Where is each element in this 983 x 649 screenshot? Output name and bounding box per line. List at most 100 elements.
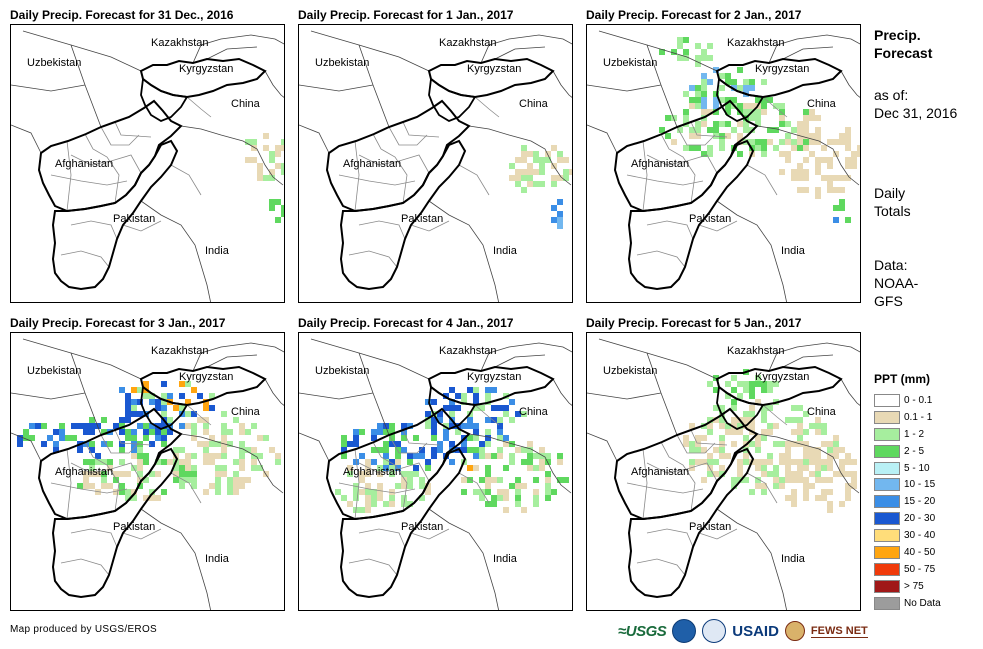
precip-cell (839, 205, 845, 211)
precip-cell (149, 495, 155, 501)
country-boundary (840, 378, 860, 406)
precip-cell (677, 37, 683, 43)
province-boundary (338, 482, 416, 494)
precip-cell (791, 459, 797, 465)
precip-cell (779, 151, 785, 157)
precip-cell (815, 169, 821, 175)
precip-cell (467, 423, 473, 429)
panel-title-1: Daily Precip. Forecast for 31 Dec., 2016 (10, 8, 234, 22)
precip-cell (443, 405, 449, 411)
precip-cell (161, 399, 167, 405)
precip-cell (713, 459, 719, 465)
precip-cell (731, 429, 737, 435)
precip-cell (755, 447, 761, 453)
precip-cell (773, 441, 779, 447)
country-boundary (180, 433, 284, 494)
precip-cell (797, 169, 803, 175)
precip-cell (731, 477, 737, 483)
precip-cell (725, 423, 731, 429)
precip-cell (803, 145, 809, 151)
precip-cell (131, 387, 137, 393)
precip-cell (365, 471, 371, 477)
precip-cell (161, 441, 167, 447)
precip-cell (113, 471, 119, 477)
precip-cell (125, 399, 131, 405)
province-boundary (636, 558, 686, 576)
precip-cell (119, 483, 125, 489)
precip-cell (275, 151, 281, 157)
country-boundary (768, 342, 860, 372)
precip-cell (125, 429, 131, 435)
legend-item: 0 - 0.1 (874, 392, 941, 409)
precip-cell (719, 447, 725, 453)
country-boundary (494, 46, 546, 60)
precip-cell (719, 139, 725, 145)
province-boundary (70, 154, 142, 174)
map-label-pakistan: Pakistan (689, 521, 731, 533)
precip-cell (737, 151, 743, 157)
precip-cell (839, 447, 845, 453)
province-boundary (348, 250, 398, 268)
precip-cell (503, 465, 509, 471)
precip-cell (485, 501, 491, 507)
precip-cell (53, 441, 59, 447)
precip-cell (707, 423, 713, 429)
precip-cell (485, 387, 491, 393)
precip-cell (767, 405, 773, 411)
precip-cell (155, 429, 161, 435)
precip-cell (209, 441, 215, 447)
precip-cell (239, 483, 245, 489)
precip-cell (407, 471, 413, 477)
precip-cell (485, 429, 491, 435)
precip-cell (137, 471, 143, 477)
precip-cell (467, 477, 473, 483)
precip-cell (461, 393, 467, 399)
precip-cell (773, 423, 779, 429)
precip-cell (761, 471, 767, 477)
legend-item: 2 - 5 (874, 443, 941, 460)
precip-cell (239, 429, 245, 435)
precip-cell (203, 417, 209, 423)
precip-cell (761, 145, 767, 151)
precip-cell (743, 381, 749, 387)
map-label-kyrgyzstan: Kyrgyzstan (179, 63, 233, 75)
panel-title-6: Daily Precip. Forecast for 5 Jan., 2017 (586, 316, 802, 330)
precip-cell (179, 465, 185, 471)
precip-cell (371, 459, 377, 465)
precip-cell (503, 441, 509, 447)
precip-cell (389, 465, 395, 471)
precip-cell (731, 97, 737, 103)
precip-cell (695, 435, 701, 441)
fews-net-logo: FEWS NET (810, 624, 868, 638)
precip-cell (785, 139, 791, 145)
map-label-china: China (519, 406, 549, 418)
precip-cell (47, 435, 53, 441)
precip-cell (521, 447, 527, 453)
precip-cell (155, 405, 161, 411)
map-label-kazakhstan: Kazakhstan (439, 345, 496, 357)
precip-cell (203, 429, 209, 435)
precip-cell (761, 109, 767, 115)
precip-cell (269, 169, 275, 175)
precip-cell (239, 441, 245, 447)
precip-cell (851, 471, 857, 477)
precip-cell (215, 453, 221, 459)
precip-cell (551, 217, 557, 223)
precip-cell (431, 423, 437, 429)
precip-cell (89, 459, 95, 465)
legend-label: 40 - 50 (904, 546, 936, 558)
precip-cell (743, 453, 749, 459)
precip-cell (245, 429, 251, 435)
precip-cell (353, 441, 359, 447)
map-label-kyrgyzstan: Kyrgyzstan (755, 371, 809, 383)
country-boundary (552, 70, 572, 98)
precip-cell (509, 417, 515, 423)
precip-cell (467, 447, 473, 453)
precip-cell (191, 465, 197, 471)
precip-cell (743, 127, 749, 133)
map-label-kyrgyzstan: Kyrgyzstan (467, 371, 521, 383)
precip-cell (539, 447, 545, 453)
precip-cell (695, 145, 701, 151)
precip-cell (671, 49, 677, 55)
precip-cell (203, 453, 209, 459)
